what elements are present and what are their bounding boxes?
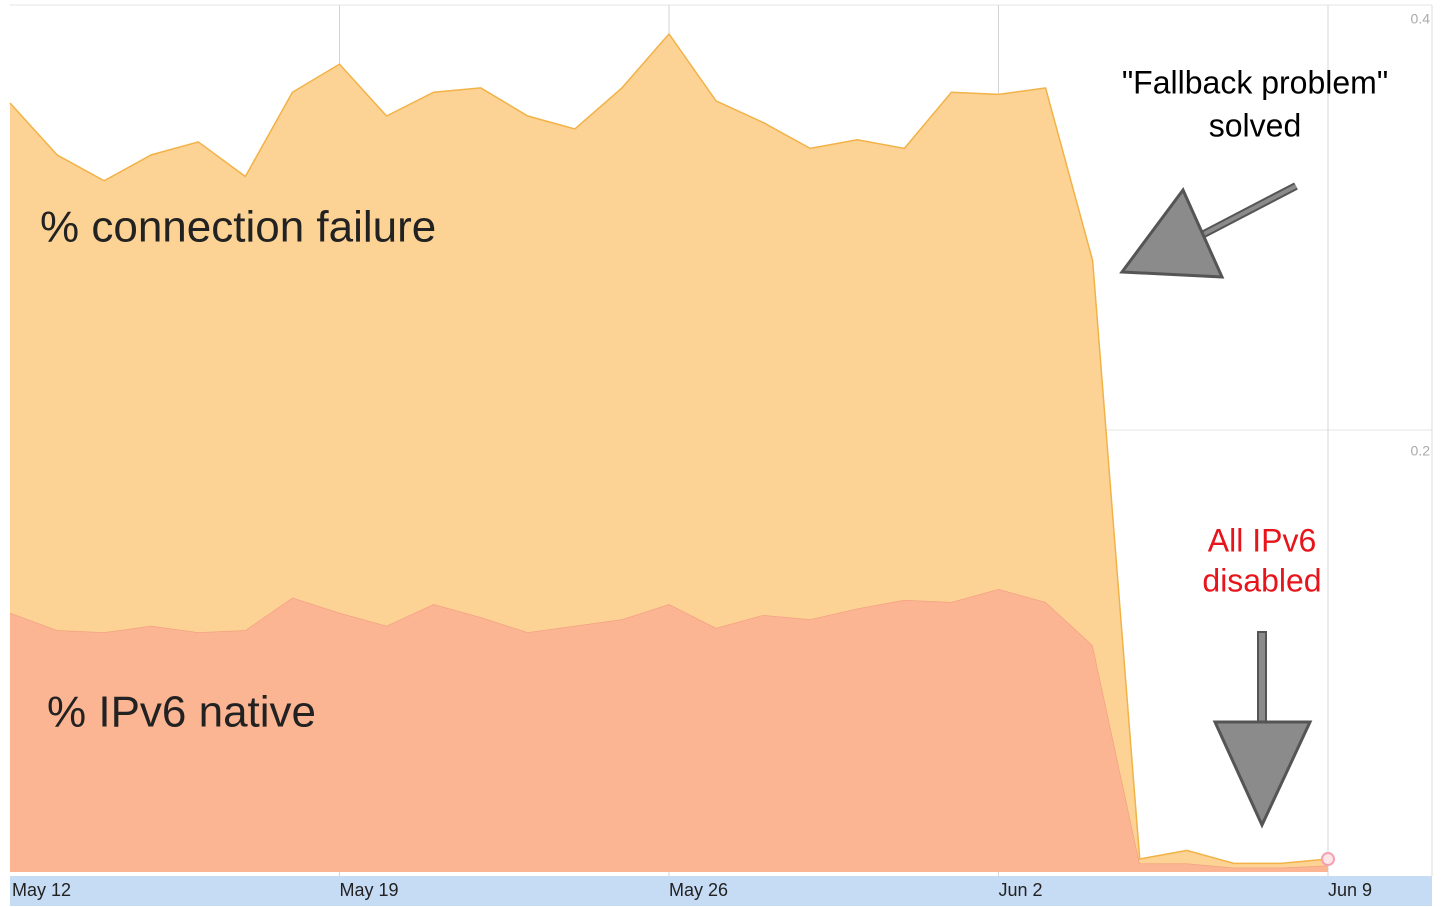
areas (9, 32, 1335, 872)
annotation: All IPv6 (1208, 522, 1316, 558)
annotation: solved (1209, 107, 1302, 143)
area-fill (10, 589, 1328, 872)
x-tick-label: May 26 (669, 880, 728, 900)
arrow-shaft (1199, 184, 1297, 238)
x-tick-label: May 12 (12, 880, 71, 900)
area-fill (10, 33, 1328, 868)
y-tick-label: 0.2 (1411, 443, 1431, 459)
annotation: disabled (1202, 562, 1321, 598)
series-label: % connection failure (40, 203, 436, 252)
arrow-head (1212, 720, 1313, 829)
x-tick-label: Jun 9 (1328, 880, 1372, 900)
arrow (1119, 182, 1298, 279)
y-tick-label: 0.4 (1411, 11, 1431, 27)
annotation: "Fallback problem" (1122, 64, 1388, 100)
x-axis-band (10, 876, 1432, 906)
arrow-head (1119, 187, 1225, 279)
end-marker (1321, 852, 1335, 867)
labels: 0.2 0.4 May 12 May 19 May 26 Jun 2 Jun 9 % conn… (12, 11, 1430, 900)
area-line (9, 32, 1329, 865)
x-tick-label: Jun 2 (999, 880, 1043, 900)
series-label: % IPv6 native (47, 688, 316, 737)
arrow (1212, 631, 1313, 829)
x-tick-label: May 19 (340, 880, 399, 900)
arrow-shaft (1257, 631, 1267, 725)
